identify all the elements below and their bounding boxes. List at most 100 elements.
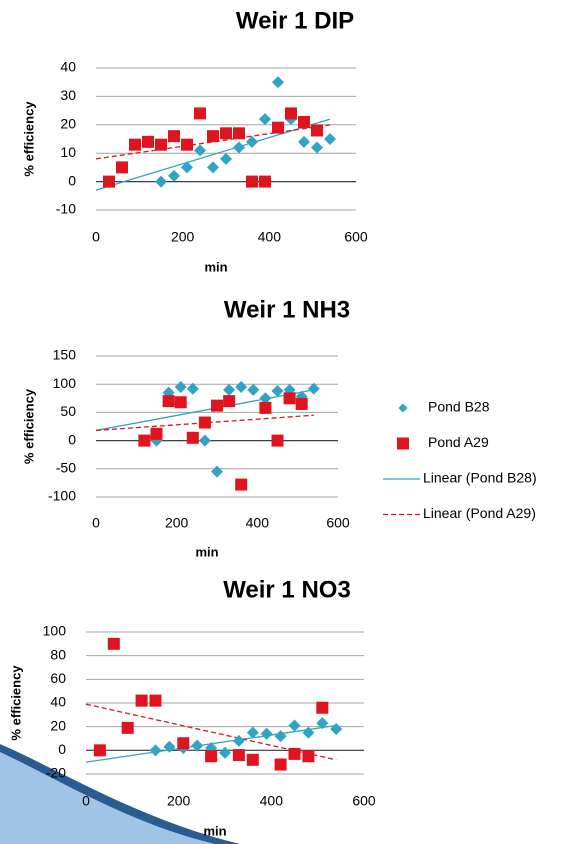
x-tick-label: 600: [344, 229, 368, 245]
point: [198, 416, 211, 429]
y-tick-label: 100: [53, 375, 77, 391]
point: [259, 113, 271, 126]
point: [135, 694, 148, 707]
trend-line: [95, 414, 314, 432]
point: [295, 397, 308, 410]
y-tick-label: 20: [60, 116, 76, 132]
point: [163, 740, 176, 753]
point: [150, 427, 163, 440]
point: [211, 465, 223, 478]
x-tick-label: 400: [246, 515, 270, 531]
point: [142, 135, 154, 148]
point: [220, 127, 232, 140]
point: [324, 133, 336, 145]
point: [271, 434, 284, 447]
x-axis-title: min: [204, 259, 227, 274]
point: [121, 721, 134, 734]
y-tick-label: 0: [68, 172, 76, 188]
point: [149, 694, 162, 707]
point: [168, 169, 180, 182]
point: [220, 152, 232, 165]
x-tick-label: 600: [326, 515, 350, 531]
point: [138, 434, 151, 447]
legend-label: Linear (Pond A29): [423, 505, 536, 521]
point: [274, 758, 287, 771]
y-tick-label: -10: [56, 201, 76, 217]
point: [232, 734, 245, 747]
point: [168, 130, 180, 143]
point: [155, 175, 167, 188]
point: [174, 396, 187, 409]
point: [311, 124, 323, 137]
y-tick-label: -100: [48, 488, 76, 504]
x-tick-label: 400: [258, 229, 282, 245]
y-tick-label: -20: [46, 765, 66, 781]
x-tick-label: 0: [82, 793, 90, 809]
point: [162, 395, 175, 408]
point: [103, 175, 115, 188]
chart-title: Weir 1 DIP: [236, 7, 354, 34]
point: [259, 401, 272, 414]
trend-line: [85, 703, 337, 761]
point: [129, 138, 141, 151]
point: [207, 130, 219, 143]
y-tick-label: -50: [56, 460, 76, 476]
point: [205, 750, 218, 763]
point: [194, 144, 206, 157]
point: [288, 747, 301, 760]
chart-title: Weir 1 NO3: [223, 576, 351, 603]
y-tick-label: 40: [60, 59, 76, 75]
point: [149, 744, 162, 757]
point: [116, 161, 128, 174]
y-tick-label: 0: [68, 431, 76, 447]
chart-title: Weir 1 NH3: [224, 296, 350, 323]
point: [259, 392, 272, 405]
y-tick-label: 150: [53, 347, 77, 363]
point: [302, 726, 315, 739]
point: [246, 135, 258, 148]
y-axis-title: % efficiency: [21, 101, 36, 177]
point: [198, 434, 211, 447]
legend-swatch: [398, 403, 408, 413]
point: [246, 175, 258, 188]
point: [194, 107, 206, 120]
y-tick-label: 10: [60, 144, 76, 160]
point: [223, 383, 236, 396]
y-tick-label: 60: [50, 670, 66, 686]
point: [307, 382, 320, 395]
point: [271, 384, 284, 397]
point: [247, 383, 260, 396]
y-tick-label: 40: [50, 694, 66, 710]
x-tick-label: 400: [260, 793, 284, 809]
x-tick-label: 0: [92, 515, 100, 531]
point: [186, 382, 199, 395]
point: [283, 392, 296, 405]
point: [207, 161, 219, 174]
legend-label: Linear (Pond B28): [423, 470, 537, 486]
point: [155, 138, 167, 151]
point: [274, 730, 287, 743]
point: [302, 750, 315, 763]
point: [233, 141, 245, 154]
point: [235, 381, 248, 394]
decoration: [0, 752, 215, 844]
point: [288, 719, 301, 732]
point: [219, 746, 231, 759]
x-tick-label: 200: [171, 229, 195, 245]
point: [311, 141, 323, 154]
y-tick-label: 50: [60, 403, 76, 419]
point: [107, 637, 120, 650]
x-tick-label: 200: [165, 515, 189, 531]
x-tick-label: 200: [167, 793, 191, 809]
y-axis-title: % efficiency: [21, 388, 36, 464]
point: [211, 399, 223, 412]
legend-label: Pond A29: [428, 434, 489, 450]
point: [223, 395, 236, 408]
point: [272, 121, 284, 134]
y-axis-title: % efficiency: [8, 665, 23, 741]
point: [181, 161, 193, 174]
point: [186, 431, 199, 444]
point: [316, 717, 329, 730]
legend-label: Pond B28: [428, 399, 490, 415]
